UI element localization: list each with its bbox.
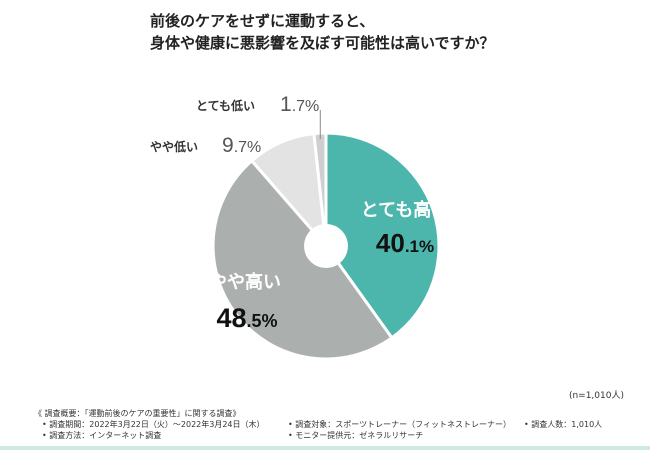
survey-provider: • モニター提供元：ゼネラルリサーチ bbox=[288, 431, 424, 440]
slice-high bbox=[211, 158, 394, 361]
title-line-1: 前後のケアをせずに運動すると、 bbox=[150, 12, 375, 30]
survey-target: • 調査対象：スポーツトレーナー（フィットネストレーナー） bbox=[288, 420, 511, 429]
slice-very-high bbox=[324, 131, 441, 340]
label-very-low: とても低い 1.7% bbox=[196, 93, 319, 116]
label-very-low-value: 1.7% bbox=[280, 93, 319, 116]
survey-method: • 調査方法：インターネット調査 bbox=[42, 431, 162, 440]
label-low-name: やや低い bbox=[150, 139, 198, 154]
label-high-value: 48.5% bbox=[216, 303, 277, 333]
survey-overview: 《 調査概要：「運動前後のケアの重要性」に関する調査》 bbox=[34, 409, 241, 418]
donut-hole bbox=[304, 224, 348, 268]
sample-size: (n=1,010人) bbox=[568, 391, 624, 401]
donut-chart: とても高い 40.1% やや高い 48.5% やや低い 9.7% とても低い 1.7% bbox=[150, 93, 450, 361]
label-very-high-name: とても高い bbox=[361, 199, 450, 221]
label-high: やや高い 48.5% bbox=[209, 271, 281, 333]
bottom-rule bbox=[0, 446, 650, 450]
chart-title: 前後のケアをせずに運動すると、 身体や健康に悪影響を及ぼす可能性は高いですか？ bbox=[150, 10, 570, 54]
survey-footer: 《 調査概要：「運動前後のケアの重要性」に関する調査》 • 調査期間：2022年… bbox=[34, 408, 634, 441]
label-high-name: やや高い bbox=[209, 271, 281, 293]
label-low-value: 9.7% bbox=[222, 134, 261, 157]
label-very-high: とても高い 40.1% bbox=[361, 199, 450, 258]
survey-count: • 調査人数：1,010人 bbox=[524, 420, 603, 429]
label-low: やや低い 9.7% bbox=[150, 134, 261, 157]
label-very-low-name: とても低い bbox=[196, 98, 255, 113]
survey-period: • 調査期間：2022年3月22日（火）〜2022年3月24日（木） bbox=[42, 420, 265, 429]
title-line-2: 身体や健康に悪影響を及ぼす可能性は高いですか？ bbox=[150, 34, 495, 52]
label-very-high-value: 40.1% bbox=[376, 228, 434, 258]
